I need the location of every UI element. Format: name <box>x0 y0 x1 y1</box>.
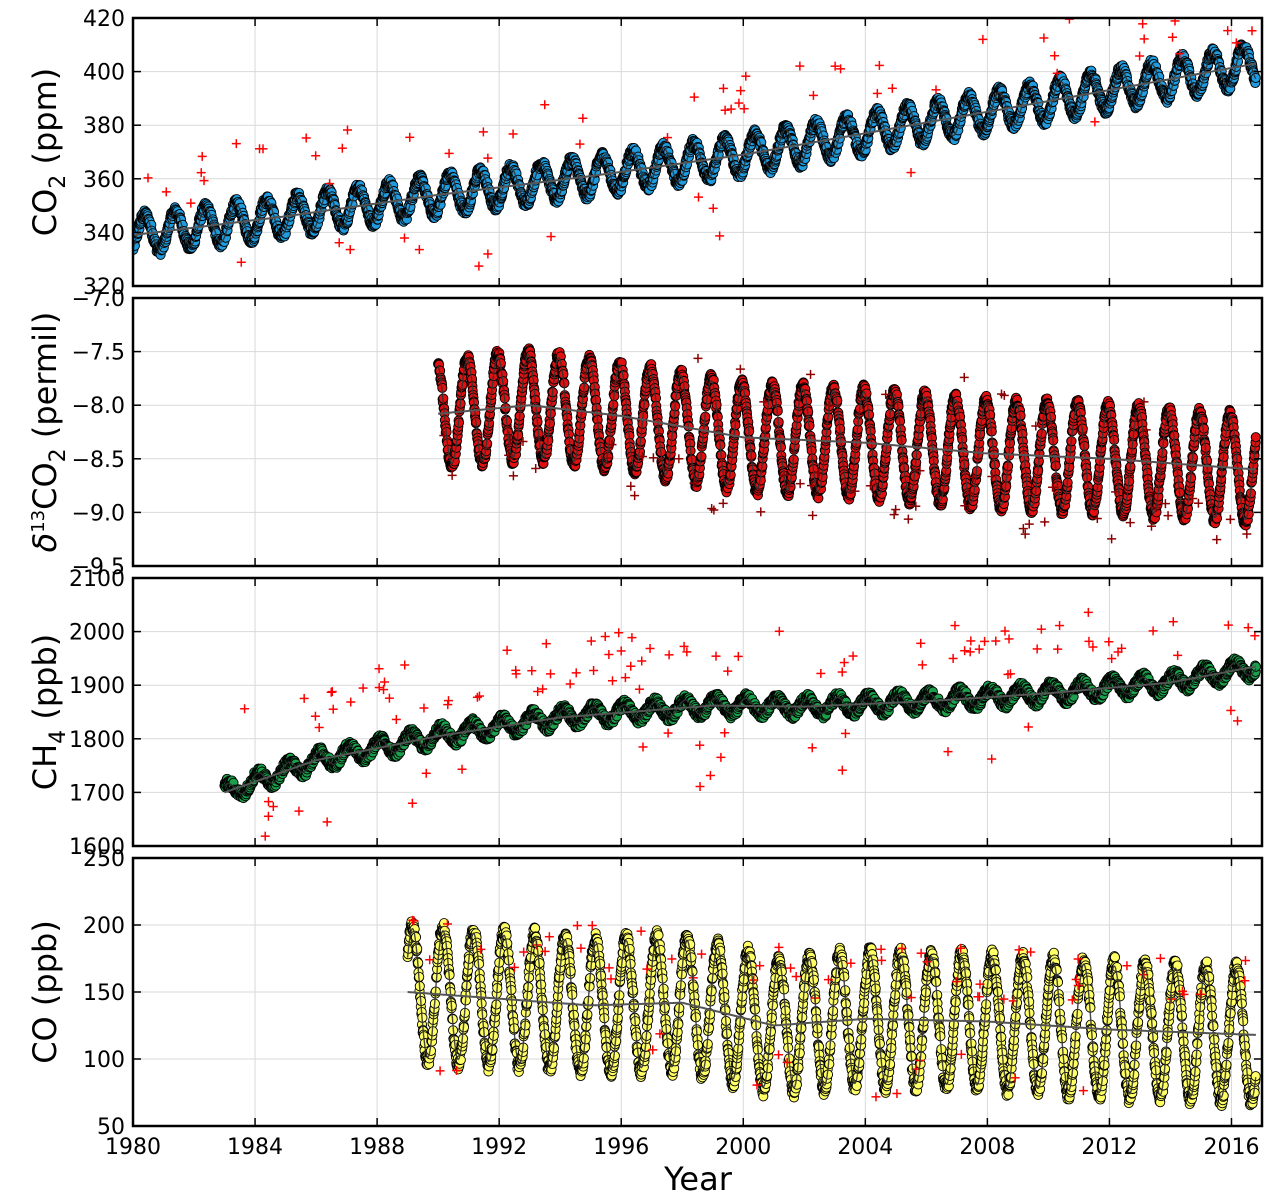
outlier-point <box>161 187 171 197</box>
outlier-point <box>399 233 409 243</box>
outlier-point <box>414 245 424 255</box>
outlier-point <box>143 173 153 183</box>
outlier-point <box>1247 26 1257 36</box>
outlier-point <box>196 168 206 178</box>
outlier-point <box>301 133 311 143</box>
outlier-point <box>978 34 988 44</box>
outlier-point <box>1050 51 1060 61</box>
outlier-point <box>1139 34 1149 44</box>
outlier-point <box>906 168 916 178</box>
data-points <box>433 343 1261 545</box>
outlier-point <box>508 129 518 139</box>
outlier-point <box>872 88 882 98</box>
outlier-point <box>231 139 241 149</box>
outlier-point <box>405 132 415 142</box>
outlier-point <box>1135 51 1145 61</box>
outlier-point <box>739 104 749 114</box>
outlier-point <box>575 139 585 149</box>
outlier-point <box>197 151 207 161</box>
outlier-point <box>444 148 454 158</box>
y-tick-label: 340 <box>83 221 125 246</box>
outlier-point <box>342 125 352 135</box>
y-tick-label: 380 <box>83 114 125 139</box>
y-axis-label-main: CO <box>26 189 64 237</box>
outlier-point <box>736 86 746 96</box>
y-axis-label-unit: (ppm) <box>26 68 64 175</box>
outlier-point <box>334 238 344 248</box>
outlier-point <box>546 232 556 242</box>
outlier-point <box>578 113 588 123</box>
outlier-point <box>483 153 493 163</box>
y-axis-label: CO2 (ppm) <box>26 68 71 236</box>
outlier-point <box>1168 32 1178 42</box>
outlier-point <box>345 245 355 255</box>
outlier-point <box>1039 33 1049 43</box>
outlier-point <box>720 105 730 115</box>
outlier-point <box>236 257 246 267</box>
outlier-point <box>808 90 818 100</box>
grid <box>132 297 1262 567</box>
outlier-point <box>540 100 550 110</box>
outlier-point <box>734 98 744 108</box>
outlier-point <box>708 203 718 213</box>
outlier-point <box>337 143 347 153</box>
outlier-point <box>689 92 699 102</box>
outlier-point <box>874 60 884 70</box>
outlier-point <box>887 83 897 93</box>
outlier-point <box>478 127 488 137</box>
outlier-point <box>483 249 493 259</box>
outlier-point <box>718 83 728 93</box>
outlier-point <box>160 302 169 311</box>
y-tick-label: 400 <box>83 61 125 86</box>
outlier-point <box>186 198 196 208</box>
y-axis-label-subscript: 2 <box>46 175 71 189</box>
outlier-point <box>311 151 321 161</box>
outlier-point <box>474 261 484 271</box>
outlier-point <box>693 192 703 202</box>
outlier-point <box>1223 26 1233 36</box>
outlier-point <box>1138 19 1148 29</box>
data-points <box>133 18 1261 311</box>
y-tick-label: 420 <box>83 7 125 32</box>
outlier-point <box>726 104 736 114</box>
outlier-point <box>199 176 209 186</box>
y-tick-label: 360 <box>83 168 125 193</box>
outlier-point <box>795 61 805 71</box>
outlier-point <box>741 71 751 81</box>
